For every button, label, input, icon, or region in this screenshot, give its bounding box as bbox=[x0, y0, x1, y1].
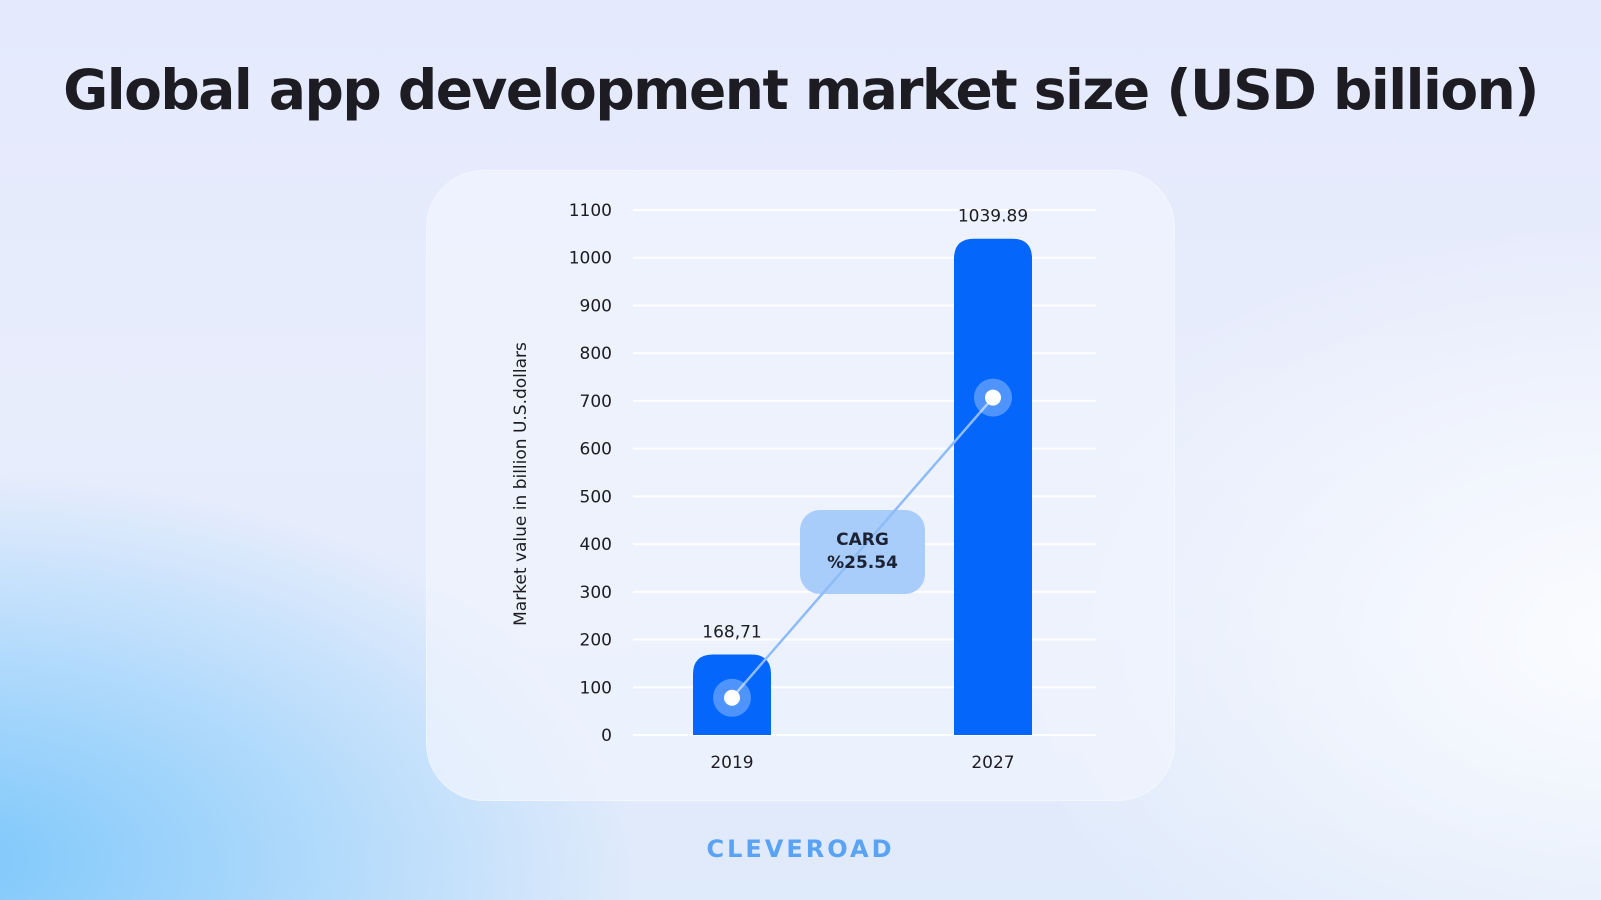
y-tick-label: 1000 bbox=[569, 249, 612, 269]
bar bbox=[954, 238, 1032, 736]
y-tick-label: 100 bbox=[580, 678, 612, 698]
y-tick-label: 0 bbox=[601, 726, 612, 746]
trend-marker bbox=[724, 689, 740, 706]
y-tick-label: 1100 bbox=[569, 201, 612, 221]
cagr-badge bbox=[800, 510, 925, 594]
bar-value-label: 1039.89 bbox=[958, 207, 1028, 227]
y-tick-label: 800 bbox=[580, 344, 612, 364]
y-tick-label: 300 bbox=[580, 583, 612, 603]
cagr-label: CARG bbox=[836, 530, 889, 550]
y-tick-label: 900 bbox=[580, 296, 612, 316]
chart-card bbox=[426, 170, 1175, 801]
trend-line bbox=[730, 396, 995, 700]
cleveroad-logo: CLEVEROAD bbox=[706, 835, 895, 863]
y-tick-label: 700 bbox=[580, 392, 612, 412]
x-tick-label: 2019 bbox=[710, 753, 753, 773]
page-title: Global app development market size (USD … bbox=[63, 58, 1539, 122]
cagr-value: %25.54 bbox=[827, 553, 898, 573]
bar-value-label: 168,71 bbox=[702, 622, 761, 642]
x-tick-label: 2027 bbox=[971, 753, 1014, 773]
y-tick-label: 400 bbox=[580, 535, 612, 555]
trend-marker bbox=[985, 389, 1001, 406]
y-axis-title: Market value in billion U.S.dollars bbox=[511, 342, 531, 626]
y-tick-label: 600 bbox=[580, 440, 612, 460]
y-tick-label: 500 bbox=[580, 487, 612, 507]
y-tick-label: 200 bbox=[580, 631, 612, 651]
